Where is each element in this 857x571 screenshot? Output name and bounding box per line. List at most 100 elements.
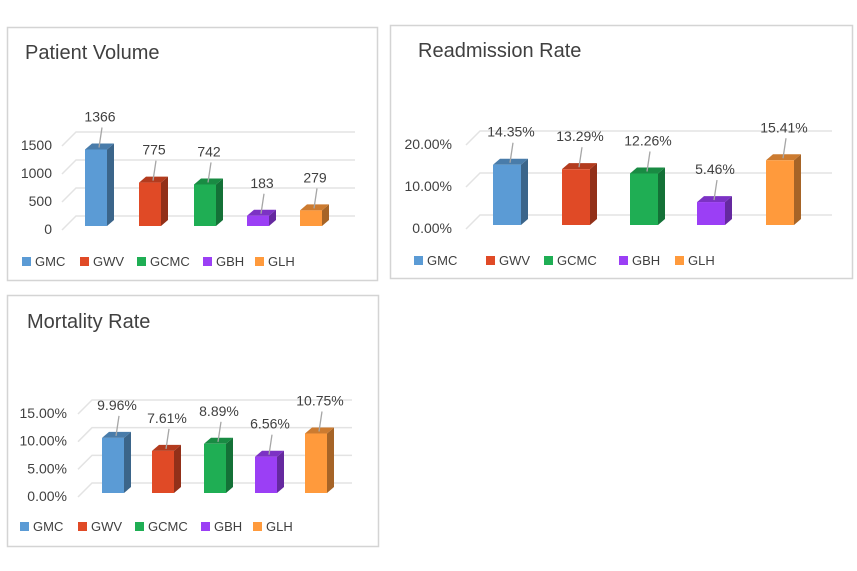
legend-label: GWV	[499, 253, 530, 268]
bar-side	[322, 204, 329, 226]
legend-item-glh: GLH	[675, 253, 715, 268]
data-label: 742	[197, 143, 221, 159]
bar-gcmc: 8.89%	[199, 403, 239, 493]
legend-swatch	[135, 522, 144, 531]
legend-label: GCMC	[148, 519, 188, 534]
y-tick-label: 500	[29, 193, 53, 209]
bar-glh: 10.75%	[296, 393, 344, 493]
bar-front	[255, 456, 277, 493]
y-tick-label: 10.00%	[20, 433, 67, 449]
data-label-leader	[782, 138, 787, 159]
y-tick-label: 1500	[21, 137, 52, 153]
legend-item-gbh: GBH	[619, 253, 660, 268]
legend-swatch	[675, 256, 684, 265]
gridline	[77, 426, 352, 443]
bar-side	[521, 158, 528, 225]
gridline	[465, 172, 832, 188]
chart-border	[389, 24, 854, 280]
bar-gwv: 7.61%	[147, 410, 187, 493]
data-label-leader	[713, 179, 718, 201]
bar-glh: 279	[300, 169, 329, 226]
data-label: 13.29%	[556, 128, 603, 144]
bar-side	[174, 444, 181, 493]
legend-label: GBH	[632, 253, 660, 268]
y-tick-label: 1000	[21, 165, 52, 181]
data-label: 279	[303, 169, 327, 185]
chart-panel-readmission-rate: Readmission Rate 0.00% 10.00% 20.00% 14.35% 1…	[389, 24, 854, 280]
bar-gmc: 14.35%	[487, 124, 535, 225]
gridline	[61, 159, 355, 175]
bar-gwv: 775	[139, 142, 168, 226]
data-label: 15.41%	[760, 119, 807, 135]
data-label-leader	[217, 421, 222, 442]
legend-item-gcmc: GCMC	[137, 254, 190, 269]
gridline	[77, 399, 352, 415]
bar-side	[725, 196, 732, 225]
bar-gbh: 6.56%	[250, 416, 290, 493]
legend-item-gmc: GMC	[20, 519, 63, 534]
bar-side	[794, 154, 801, 225]
bar-front	[766, 160, 794, 225]
bar-front	[247, 215, 269, 226]
y-tick-label: 5.00%	[27, 460, 67, 476]
data-label-leader	[318, 411, 323, 432]
data-label-leader	[98, 127, 103, 148]
legend-swatch	[201, 522, 210, 531]
chart-panel-mortality-rate: Mortality Rate 0.00% 5.00% 10.00% 15.00% 9.96…	[6, 294, 380, 548]
chart-panel-patient-volume: Patient Volume 0 500 1000 1500 1366 775 742 183 2…	[6, 26, 379, 282]
bar-front	[562, 169, 590, 225]
legend-swatch	[203, 257, 212, 266]
legend-swatch	[544, 256, 553, 265]
bar-front	[300, 210, 322, 226]
legend-label: GBH	[216, 254, 244, 269]
bar-front	[204, 443, 226, 493]
gridline	[61, 131, 355, 147]
bar-gbh: 183	[247, 175, 276, 226]
chart-border	[6, 26, 379, 282]
data-label: 12.26%	[624, 133, 671, 149]
bar-side	[590, 163, 597, 225]
legend-swatch	[486, 256, 495, 265]
legend-label: GWV	[91, 519, 122, 534]
bar-side	[277, 450, 284, 493]
data-label-leader	[578, 147, 583, 168]
gridline	[465, 130, 832, 146]
data-label: 5.46%	[695, 161, 735, 177]
bar-front	[630, 173, 658, 225]
y-tick-label: 15.00%	[20, 405, 67, 421]
legend-label: GMC	[33, 519, 63, 534]
legend-item-gcmc: GCMC	[544, 253, 597, 268]
chart-title: Patient Volume	[25, 42, 160, 64]
data-label: 8.89%	[199, 403, 239, 419]
data-label-leader	[646, 151, 651, 172]
legend-swatch	[255, 257, 264, 266]
legend-item-gmc: GMC	[414, 253, 457, 268]
data-label-leader	[313, 188, 318, 209]
bar-gbh: 5.46%	[695, 161, 735, 225]
legend-item-gwv: GWV	[80, 254, 124, 269]
legend-label: GBH	[214, 519, 242, 534]
bar-gmc: 1366	[84, 109, 116, 226]
chart-title: Readmission Rate	[418, 40, 581, 62]
y-tick-label: 0.00%	[412, 220, 452, 236]
bar-side	[658, 167, 665, 225]
data-label-leader	[509, 142, 514, 163]
bar-gmc: 9.96%	[97, 397, 137, 493]
legend-label: GLH	[688, 253, 715, 268]
legend-item-gwv: GWV	[486, 253, 530, 268]
data-label: 775	[142, 142, 166, 158]
legend-swatch	[20, 522, 29, 531]
bar-side	[107, 143, 114, 226]
bar-side	[161, 176, 168, 226]
bar-front	[152, 450, 174, 493]
y-tick-label: 20.00%	[405, 136, 452, 152]
legend-swatch	[22, 257, 31, 266]
data-label: 183	[250, 175, 274, 191]
bar-front	[305, 433, 327, 493]
legend-item-gbh: GBH	[201, 519, 242, 534]
bar-side	[216, 178, 223, 226]
bar-glh: 15.41%	[760, 119, 808, 225]
legend-swatch	[80, 257, 89, 266]
legend-label: GLH	[268, 254, 295, 269]
